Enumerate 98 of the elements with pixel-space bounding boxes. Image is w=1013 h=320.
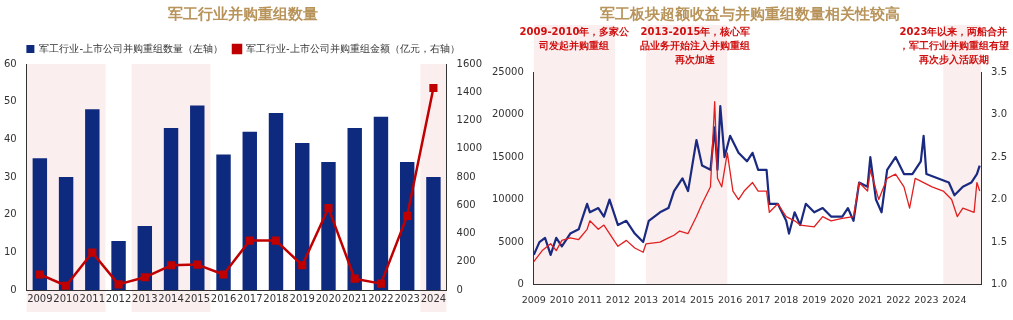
y2-tick-label: 0 bbox=[456, 283, 463, 295]
x-tick-label: 2011 bbox=[79, 292, 106, 304]
x-tick-label: 2015 bbox=[184, 292, 211, 304]
x-tick-label: 2010 bbox=[53, 292, 79, 304]
y2-tick-label: 1000 bbox=[456, 142, 482, 154]
y2-tick-label: 600 bbox=[456, 198, 476, 210]
y2-tick-label: 1.0 bbox=[991, 278, 1007, 290]
y-tick-label: 50 bbox=[3, 95, 17, 107]
point bbox=[271, 236, 281, 245]
bar bbox=[373, 116, 389, 290]
x-tick-label: 2013 bbox=[132, 292, 158, 304]
bar bbox=[216, 154, 231, 290]
x-tick-label: 2019 bbox=[289, 292, 315, 304]
x-tick-label: 2018 bbox=[263, 292, 289, 304]
x-tick-label: 2019 bbox=[802, 293, 827, 305]
y-tick-label: 20 bbox=[3, 208, 17, 220]
x-tick-label: 2020 bbox=[315, 292, 342, 304]
x-tick-label: 2011 bbox=[577, 293, 602, 305]
bar bbox=[58, 177, 74, 290]
y2-tick-label: 1600 bbox=[456, 57, 482, 69]
x-tick-label: 2017 bbox=[746, 293, 771, 305]
y2-tick-label: 800 bbox=[456, 170, 476, 182]
x-tick-label: 2014 bbox=[158, 292, 184, 304]
y-tick-label: 0 bbox=[517, 278, 524, 290]
x-tick-label: 2009 bbox=[27, 292, 53, 304]
x-tick-label: 2023 bbox=[914, 293, 939, 305]
bar bbox=[242, 131, 257, 290]
y-tick-label: 30 bbox=[3, 170, 17, 182]
x-tick-label: 2015 bbox=[689, 293, 715, 305]
text: 2013-2015年，核心军品业务开始注入并购重组再次加速 bbox=[640, 25, 751, 65]
x-tick-label: 2021 bbox=[341, 292, 368, 304]
point bbox=[298, 261, 307, 270]
y2-tick-label: 400 bbox=[456, 227, 476, 239]
x-tick-label: 2022 bbox=[886, 293, 911, 305]
x-tick-label: 2014 bbox=[661, 293, 687, 305]
y-tick-label: 25000 bbox=[492, 65, 524, 77]
y2-tick-label: 1400 bbox=[456, 85, 482, 97]
point bbox=[429, 83, 438, 93]
x-tick-label: 2024 bbox=[420, 292, 447, 304]
bar bbox=[32, 158, 48, 290]
point bbox=[114, 280, 123, 289]
x-tick-label: 2009 bbox=[521, 293, 546, 305]
point bbox=[324, 204, 333, 213]
bar bbox=[163, 128, 179, 290]
bar bbox=[295, 143, 310, 290]
x-tick-label: 2020 bbox=[830, 293, 855, 305]
point bbox=[350, 274, 359, 283]
point bbox=[376, 279, 386, 288]
x-tick-label: 2023 bbox=[394, 292, 420, 304]
y2-tick-label: 3.0 bbox=[991, 108, 1007, 120]
x-tick-label: 2010 bbox=[549, 293, 574, 305]
y2-tick-label: 3.5 bbox=[991, 65, 1007, 77]
point bbox=[403, 211, 412, 220]
bar bbox=[399, 161, 415, 290]
chart-title: 军工板块超额收益与并购重组数量相关性较高 bbox=[599, 4, 900, 23]
point bbox=[193, 260, 202, 269]
point bbox=[140, 273, 149, 282]
point bbox=[166, 261, 176, 270]
x-tick-label: 2017 bbox=[237, 292, 263, 304]
y-tick-label: 10 bbox=[3, 245, 17, 257]
bar bbox=[321, 161, 336, 290]
y-tick-label: 20000 bbox=[492, 108, 524, 120]
x-tick-label: 2012 bbox=[105, 292, 132, 304]
bar bbox=[268, 112, 284, 290]
text: 2023年以来，两船合并，军工行业并购重组有望再次步入活跃期 bbox=[898, 25, 1009, 65]
x-tick-label: 2021 bbox=[858, 293, 883, 305]
bar bbox=[190, 105, 205, 290]
point bbox=[35, 270, 44, 279]
y-tick-label: 60 bbox=[3, 57, 17, 69]
point bbox=[245, 236, 254, 245]
legend-label: 军工行业-上市公司并购重组数量（左轴） bbox=[39, 42, 223, 54]
point bbox=[62, 281, 71, 290]
y2-tick-label: 2.5 bbox=[991, 150, 1007, 162]
y-tick-label: 0 bbox=[10, 283, 17, 295]
bar bbox=[426, 177, 441, 290]
y-tick-label: 10000 bbox=[492, 193, 524, 205]
y-tick-label: 5000 bbox=[498, 235, 524, 247]
y2-tick-label: 1.5 bbox=[991, 235, 1007, 247]
text: 2009-2010年，多家公司发起并购重组 bbox=[519, 25, 631, 51]
x-tick-label: 2018 bbox=[774, 293, 799, 305]
bar bbox=[85, 109, 100, 290]
point bbox=[219, 270, 228, 279]
bar bbox=[137, 225, 153, 290]
y2-tick-label: 1200 bbox=[456, 114, 482, 126]
x-tick-label: 2016 bbox=[718, 293, 743, 305]
y-tick-label: 40 bbox=[3, 132, 17, 144]
y2-tick-label: 200 bbox=[456, 255, 476, 267]
x-tick-label: 2024 bbox=[942, 293, 967, 305]
x-tick-label: 2016 bbox=[210, 292, 237, 304]
x-tick-label: 2022 bbox=[368, 292, 394, 304]
chart-title: 军工行业并购重组数量 bbox=[168, 4, 318, 23]
y-tick-label: 15000 bbox=[492, 150, 524, 162]
bar bbox=[347, 128, 362, 290]
legend-label: 军工行业-上市公司并购重组金额（亿元，右轴） bbox=[246, 42, 460, 54]
y2-tick-label: 2.0 bbox=[991, 193, 1007, 205]
point bbox=[88, 248, 97, 257]
x-tick-label: 2013 bbox=[633, 293, 659, 305]
x-tick-label: 2012 bbox=[605, 293, 631, 305]
